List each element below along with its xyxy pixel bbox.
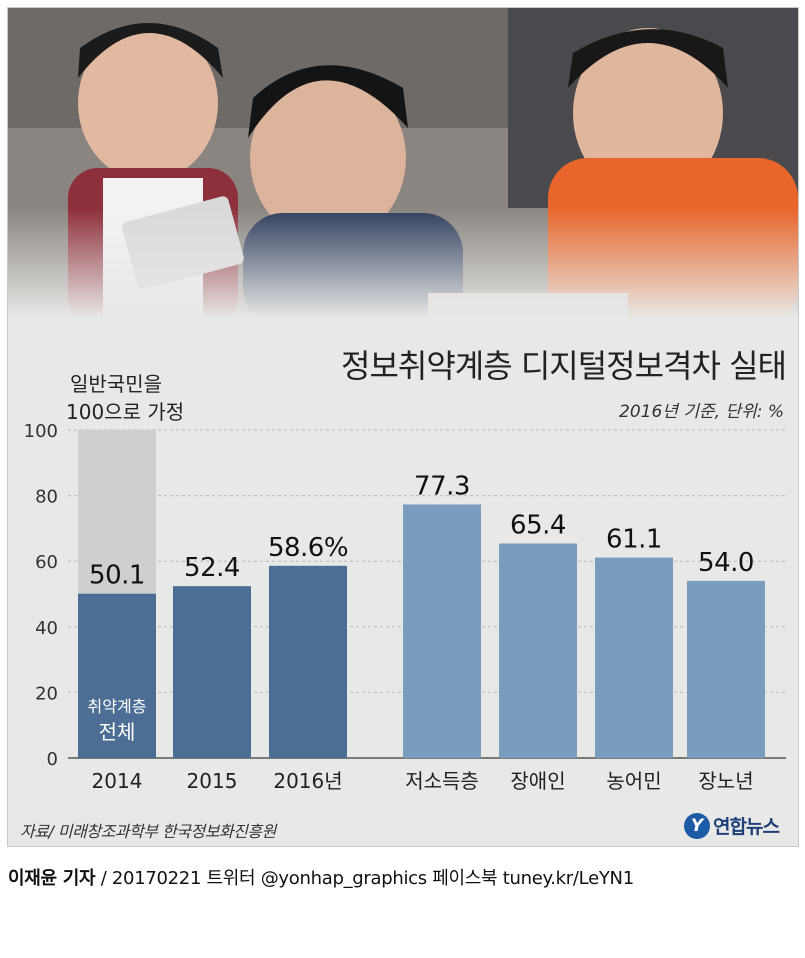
category-label: 장애인 bbox=[510, 769, 565, 793]
bar-2016년 bbox=[269, 565, 347, 758]
y-tick-label: 80 bbox=[35, 487, 58, 508]
category-label: 2014 bbox=[92, 769, 143, 793]
baseline-note-line-1: 일반국민을 bbox=[70, 372, 162, 396]
value-label: 77.3 bbox=[414, 471, 470, 501]
yonhap-logo: Y 연합뉴스 bbox=[684, 812, 780, 839]
y-tick-label: 20 bbox=[35, 683, 58, 704]
y-tick-label: 60 bbox=[35, 552, 58, 573]
group-label-line-1: 취약계층 bbox=[88, 697, 147, 716]
logo-text: 연합뉴스 bbox=[713, 816, 780, 838]
credit-line: 이재윤 기자 / 20170221 트위터 @yonhap_graphics 페… bbox=[8, 864, 634, 890]
value-label: 50.1 bbox=[89, 561, 145, 591]
value-label: 52.4 bbox=[184, 553, 240, 583]
value-label: 58.6% bbox=[268, 533, 348, 563]
category-label: 장노년 bbox=[698, 769, 753, 793]
bar-장애인 bbox=[499, 543, 577, 758]
category-label: 저소득층 bbox=[405, 769, 479, 793]
photo-fade bbox=[8, 208, 798, 338]
baseline-note-line-2: 100으로 가정 bbox=[66, 400, 184, 424]
bar-2015 bbox=[173, 586, 251, 758]
baseline-100-bar bbox=[78, 430, 156, 594]
bar-장노년 bbox=[687, 580, 765, 758]
y-tick-label: 40 bbox=[35, 618, 58, 639]
infographic-panel: 정보취약계층 디지털정보격차 실태 2016년 기준, 단위: % 일반국민을 … bbox=[7, 7, 799, 847]
value-label: 65.4 bbox=[510, 510, 566, 540]
value-label: 61.1 bbox=[606, 525, 662, 555]
credit-author: 이재윤 기자 bbox=[8, 868, 96, 889]
category-label: 2016년 bbox=[273, 769, 342, 793]
value-label: 54.0 bbox=[698, 548, 754, 578]
y-tick-label: 100 bbox=[24, 421, 58, 442]
source-note: 자료/ 미래창조과학부 한국정보화진흥원 bbox=[20, 822, 276, 841]
bar-2014 bbox=[78, 593, 156, 758]
bar-chart: 정보취약계층 디지털정보격차 실태 2016년 기준, 단위: % 일반국민을 … bbox=[24, 347, 787, 793]
category-label: 2015 bbox=[187, 769, 238, 793]
chart-subtitle: 2016년 기준, 단위: % bbox=[619, 402, 784, 422]
credit-details: / 20170221 트위터 @yonhap_graphics 페이스북 tun… bbox=[95, 868, 634, 889]
category-label: 농어민 bbox=[606, 769, 661, 793]
logo-mark-icon: Y bbox=[684, 812, 710, 839]
y-tick-label: 0 bbox=[47, 749, 58, 770]
bar-layer bbox=[78, 430, 765, 758]
label-layer: 0 20 40 60 80 100 50.1 2014 52.4 2015 58.6% 2016년 77… bbox=[24, 421, 755, 793]
chart-title: 정보취약계층 디지털정보격차 실태 bbox=[341, 347, 786, 385]
bar-저소득층 bbox=[403, 504, 481, 758]
group-label-line-2: 전체 bbox=[99, 720, 136, 744]
bar-농어민 bbox=[595, 557, 673, 758]
